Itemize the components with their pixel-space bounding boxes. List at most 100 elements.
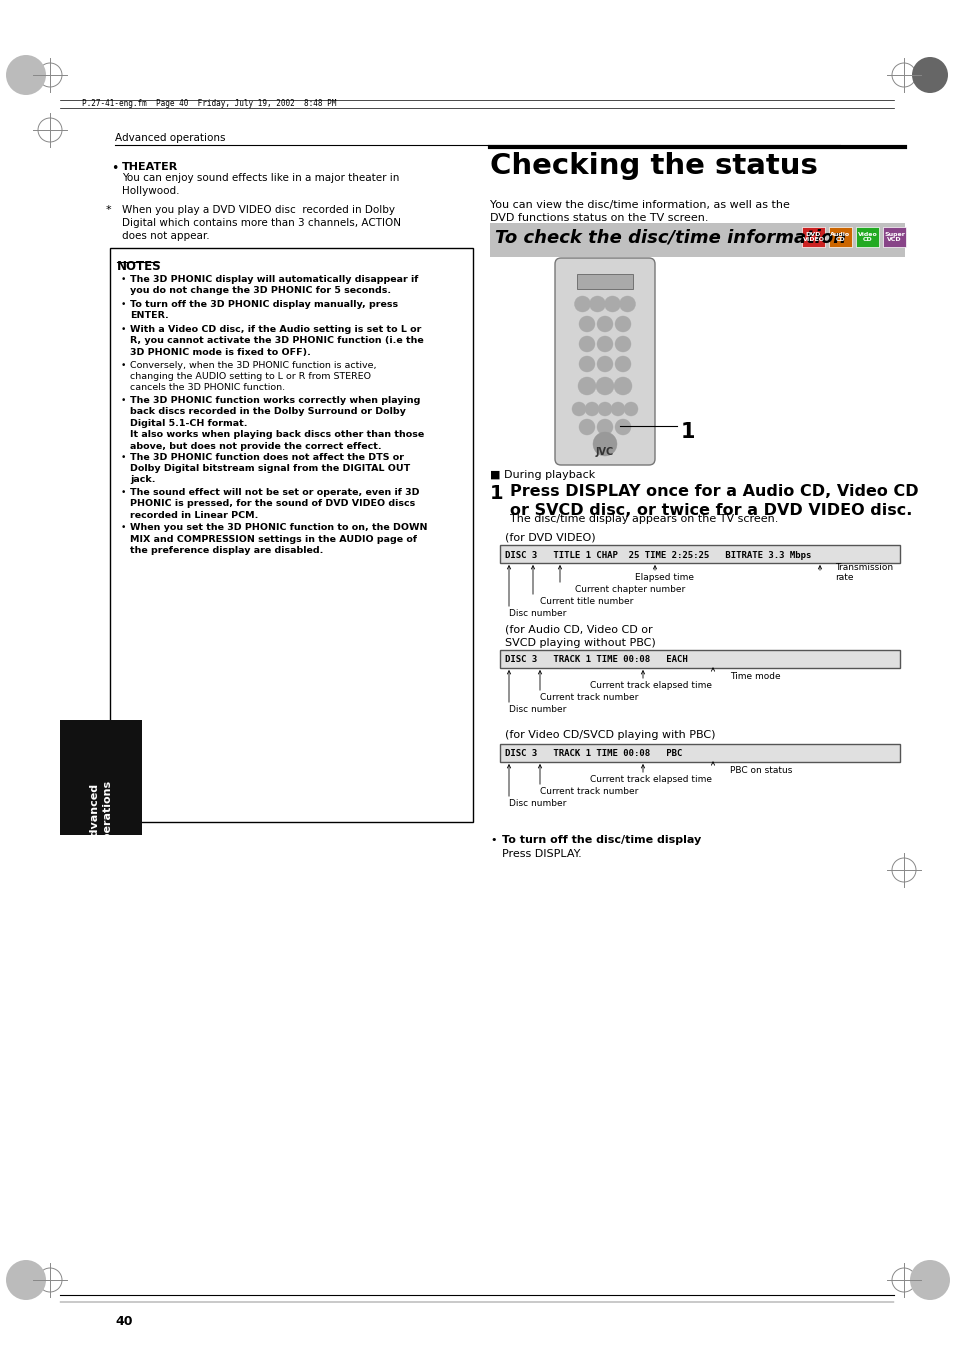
Circle shape <box>909 1260 949 1300</box>
Text: DISC 3   TRACK 1 TIME 00:08   PBC: DISC 3 TRACK 1 TIME 00:08 PBC <box>504 750 681 758</box>
FancyBboxPatch shape <box>801 227 824 247</box>
Text: Audio
CD: Audio CD <box>829 232 850 242</box>
FancyBboxPatch shape <box>490 223 904 257</box>
FancyBboxPatch shape <box>499 544 899 563</box>
Circle shape <box>597 336 613 353</box>
Circle shape <box>572 403 585 416</box>
Circle shape <box>574 296 590 312</box>
Text: When you set the 3D PHONIC function to on, the DOWN
MIX and COMPRESSION settings: When you set the 3D PHONIC function to o… <box>130 523 427 555</box>
Circle shape <box>578 316 595 332</box>
Circle shape <box>584 403 598 416</box>
Text: Current track number: Current track number <box>539 788 638 796</box>
Text: The disc/time display appears on the TV screen.: The disc/time display appears on the TV … <box>510 513 778 524</box>
Circle shape <box>596 377 614 394</box>
Circle shape <box>614 377 631 394</box>
Text: Disc number: Disc number <box>509 609 566 617</box>
Text: You can enjoy sound effects like in a major theater in
Hollywood.: You can enjoy sound effects like in a ma… <box>122 173 399 196</box>
Text: Advanced
operations: Advanced operations <box>90 780 112 847</box>
Text: Current chapter number: Current chapter number <box>575 585 684 594</box>
Circle shape <box>6 55 46 95</box>
Text: P.27-41-eng.fm  Page 40  Friday, July 19, 2002  8:48 PM: P.27-41-eng.fm Page 40 Friday, July 19, … <box>82 100 336 108</box>
Text: DISC 3   TITLE 1 CHAP  25 TIME 2:25:25   BITRATE 3.3 Mbps: DISC 3 TITLE 1 CHAP 25 TIME 2:25:25 BITR… <box>504 550 810 559</box>
Text: •: • <box>121 523 126 532</box>
Circle shape <box>618 296 635 312</box>
FancyBboxPatch shape <box>828 227 851 247</box>
Circle shape <box>578 357 595 372</box>
Circle shape <box>598 403 612 416</box>
Text: Press DISPLAY once for a Audio CD, Video CD
or SVCD disc, or twice for a DVD VID: Press DISPLAY once for a Audio CD, Video… <box>510 484 918 517</box>
Text: THEATER: THEATER <box>122 162 178 172</box>
Text: PBC on status: PBC on status <box>729 766 792 775</box>
Text: •: • <box>121 453 126 462</box>
Circle shape <box>589 296 605 312</box>
Circle shape <box>623 403 638 416</box>
Text: Time mode: Time mode <box>729 671 780 681</box>
Text: 40: 40 <box>115 1315 132 1328</box>
Text: DVD
VIDEO: DVD VIDEO <box>801 232 823 242</box>
Text: Checking the status: Checking the status <box>490 153 817 180</box>
Text: Conversely, when the 3D PHONIC function is active,
changing the AUDIO setting to: Conversely, when the 3D PHONIC function … <box>130 361 376 392</box>
Text: To check the disc/time information: To check the disc/time information <box>495 228 845 246</box>
Text: •: • <box>121 326 126 334</box>
Text: To turn off the 3D PHONIC display manually, press
ENTER.: To turn off the 3D PHONIC display manual… <box>130 300 397 320</box>
FancyBboxPatch shape <box>499 650 899 667</box>
Text: The 3D PHONIC display will automatically disappear if
you do not change the 3D P: The 3D PHONIC display will automatically… <box>130 276 418 296</box>
Text: •: • <box>121 276 126 284</box>
Text: Transmission
rate: Transmission rate <box>834 562 892 582</box>
Text: Disc number: Disc number <box>509 798 566 808</box>
Circle shape <box>593 432 617 457</box>
Text: •: • <box>111 162 118 176</box>
Text: With a Video CD disc, if the Audio setting is set to L or
R, you cannot activate: With a Video CD disc, if the Audio setti… <box>130 326 423 357</box>
Text: 1: 1 <box>680 422 695 442</box>
Text: Elapsed time: Elapsed time <box>635 573 693 582</box>
Text: Current track elapsed time: Current track elapsed time <box>589 681 711 690</box>
Text: Current track number: Current track number <box>539 693 638 703</box>
Text: DISC 3   TRACK 1 TIME 00:08   EACH: DISC 3 TRACK 1 TIME 00:08 EACH <box>504 655 687 665</box>
Text: Current title number: Current title number <box>539 597 633 607</box>
Circle shape <box>604 296 619 312</box>
Circle shape <box>597 419 613 435</box>
Text: JVC: JVC <box>596 447 614 457</box>
Circle shape <box>578 336 595 353</box>
Text: Advanced operations: Advanced operations <box>115 132 225 143</box>
Circle shape <box>615 419 630 435</box>
Circle shape <box>615 357 630 372</box>
Text: (for Video CD/SVCD playing with PBC): (for Video CD/SVCD playing with PBC) <box>504 730 715 740</box>
FancyBboxPatch shape <box>555 258 655 465</box>
Text: •: • <box>121 300 126 309</box>
Text: Video
CD: Video CD <box>857 232 877 242</box>
Text: Press DISPLAY.: Press DISPLAY. <box>501 848 581 859</box>
Text: (for DVD VIDEO): (for DVD VIDEO) <box>504 532 595 542</box>
Text: ■ During playback: ■ During playback <box>490 470 595 480</box>
Text: 1: 1 <box>490 484 503 503</box>
Text: Current track elapsed time: Current track elapsed time <box>589 775 711 784</box>
FancyBboxPatch shape <box>60 720 142 835</box>
FancyBboxPatch shape <box>882 227 905 247</box>
Text: •: • <box>121 488 126 497</box>
FancyBboxPatch shape <box>577 274 633 289</box>
Text: To turn off the disc/time display: To turn off the disc/time display <box>501 835 700 844</box>
Text: •: • <box>121 396 126 405</box>
Circle shape <box>597 357 613 372</box>
Circle shape <box>578 419 595 435</box>
Text: The sound effect will not be set or operate, even if 3D
PHONIC is pressed, for t: The sound effect will not be set or oper… <box>130 488 419 520</box>
Text: The 3D PHONIC function works correctly when playing
back discs recorded in the D: The 3D PHONIC function works correctly w… <box>130 396 424 451</box>
Circle shape <box>610 403 624 416</box>
Circle shape <box>615 336 630 353</box>
Circle shape <box>578 377 596 394</box>
Circle shape <box>597 316 613 332</box>
Circle shape <box>6 1260 46 1300</box>
Text: •: • <box>121 361 126 370</box>
Text: Super
VCD: Super VCD <box>883 232 904 242</box>
FancyBboxPatch shape <box>110 249 473 821</box>
Text: *: * <box>106 205 112 215</box>
Text: You can view the disc/time information, as well as the
DVD functions status on t: You can view the disc/time information, … <box>490 200 789 223</box>
Text: NOTES: NOTES <box>117 259 161 273</box>
Text: The 3D PHONIC function does not affect the DTS or
Dolby Digital bitstream signal: The 3D PHONIC function does not affect t… <box>130 453 410 485</box>
Text: •: • <box>490 835 496 844</box>
FancyBboxPatch shape <box>499 744 899 762</box>
Text: (for Audio CD, Video CD or
SVCD playing without PBC): (for Audio CD, Video CD or SVCD playing … <box>504 626 655 648</box>
Circle shape <box>615 316 630 332</box>
Text: Disc number: Disc number <box>509 705 566 713</box>
FancyBboxPatch shape <box>855 227 878 247</box>
